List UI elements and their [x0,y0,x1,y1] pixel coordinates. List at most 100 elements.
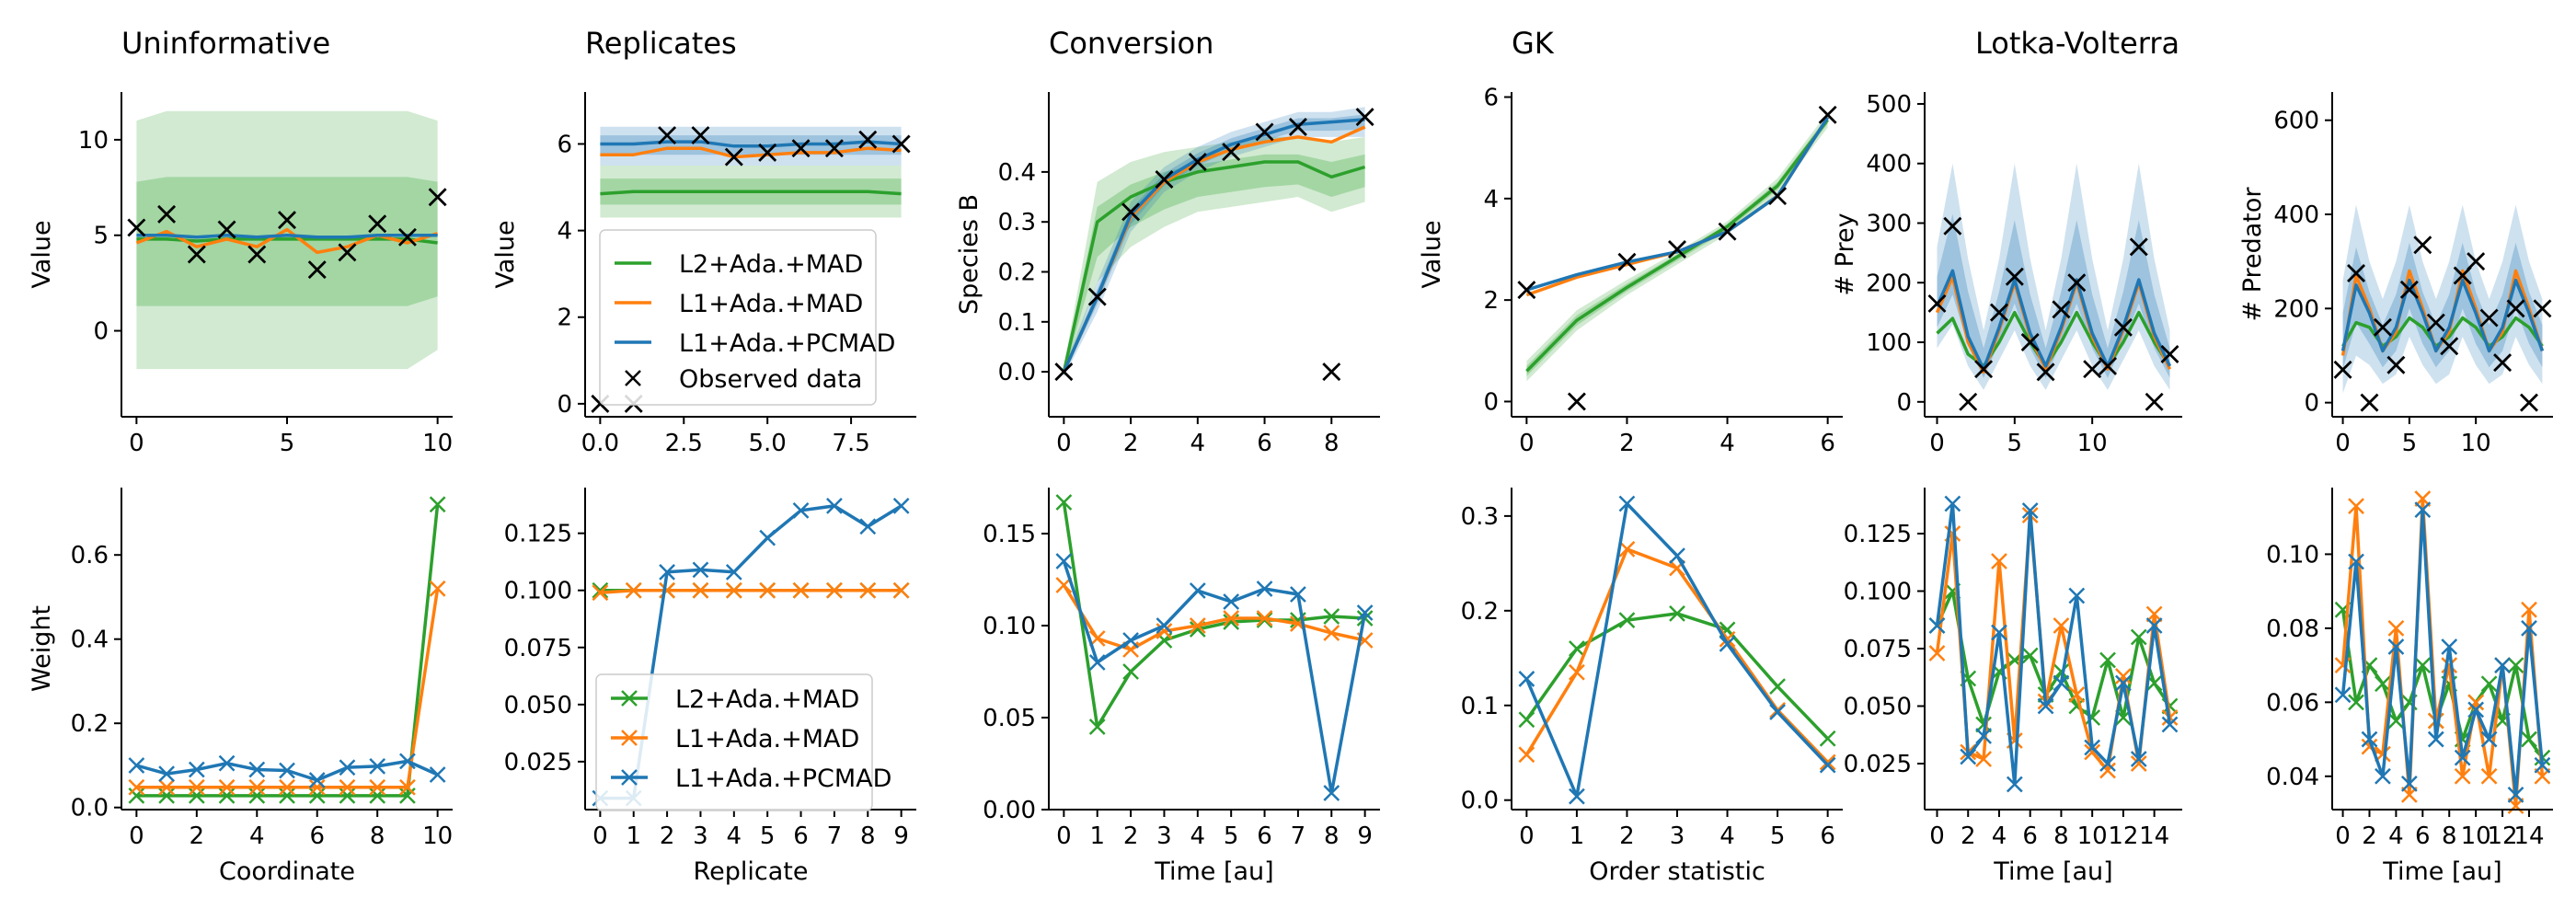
marker-l1-ada-pcmad [659,563,675,581]
marker-l2-ada-mad [2130,628,2147,646]
y-tick-label: 600 [2273,108,2319,135]
y-tick-label: 0.04 [2266,764,2319,791]
marker-l1-ada-pcmad [1290,586,1306,603]
marker-l1-ada-mad [218,778,236,796]
marker-l1-ada-mad [188,778,205,796]
observed-marker [2479,308,2499,328]
marker-l1-ada-pcmad [128,757,145,774]
x-tick-label: 0 [1056,430,1072,457]
marker-l1-ada-pcmad [218,754,236,772]
marker-l1-ada-mad [826,581,843,599]
marker-l1-ada-mad [1991,553,2007,569]
x-tick-label: 9 [893,822,909,850]
observed-marker [397,227,417,247]
y-tick-label: 10 [78,127,109,155]
x-tick-label: 2 [2362,822,2377,850]
marker-l1-ada-mad [158,778,175,796]
marker-l1-ada-mad [1189,617,1206,634]
marker-l1-ada-mad [2387,619,2405,637]
marker-l1-ada-pcmad [2053,674,2070,692]
x-tick-label: 6 [1257,430,1272,457]
marker-l1-ada-pcmad [725,563,742,581]
y-tick-label: 0.050 [504,692,572,719]
x-tick-label: 6 [2022,822,2038,850]
observed-marker [157,204,177,224]
marker-l1-ada-mad [2084,743,2101,761]
series-line-l1-ada-pcmad [1935,269,2172,371]
y-tick-label: 0.00 [983,797,1036,824]
x-tick-label: 4 [249,822,265,850]
observed-marker [2005,267,2024,286]
marker-l1-ada-pcmad [2115,674,2132,692]
marker-l2-ada-mad [2387,712,2405,730]
y-tick-label: 0 [2304,390,2319,418]
y-tick-label: 6 [557,131,572,158]
observed-marker [1974,360,1994,379]
x-tick-label: 3 [693,822,708,850]
marker-l1-ada-pcmad [369,757,386,775]
marker-l1-ada-pcmad [1223,593,1240,610]
marker-l1-ada-mad [1569,663,1585,681]
marker-l1-ada-mad [248,778,266,796]
band-l2-ada-mad [1064,136,1365,377]
marker-l1-ada-mad [429,580,446,597]
y-axis-label: # Predator [2238,187,2267,322]
observed-marker [2506,299,2525,318]
legend-bottom-marker-l1-mad [621,730,638,746]
panel-bottom-4: 0 1 2 3 4 5 6 0.0 0.1 0.2 0.3 Order statistic [1461,488,1843,886]
observed-marker [2129,237,2148,257]
x-tick-label: 6 [1257,822,1272,850]
x-tick-label: 0 [2335,430,2351,457]
marker-l2-ada-mad [2480,675,2498,693]
x-tick-label: 5.0 [749,430,787,457]
marker-l1-ada-pcmad [1256,581,1273,597]
marker-l1-ada-pcmad [892,497,910,514]
marker-l1-ada-mad [2099,762,2116,779]
observed-marker [2067,273,2087,293]
marker-l2-ada-mad [2053,663,2070,680]
x-tick-label: 3 [1156,822,1172,850]
y-tick-label: 0 [93,318,109,346]
marker-l1-ada-pcmad [1088,654,1106,671]
y-tick-label: 0 [557,391,572,419]
y-tick-label: 0.050 [1844,694,1912,721]
x-tick-label: 6 [793,822,809,850]
marker-l1-ada-pcmad [2130,751,2147,767]
legend-bottom-label-l2-mad: L2+Ada.+MAD [675,685,859,714]
x-tick-label: 5 [2007,430,2023,457]
marker-l1-ada-mad [308,778,326,796]
y-tick-label: 0.10 [2266,541,2319,569]
marker-l1-ada-pcmad [2375,767,2391,785]
observed-marker [658,126,677,145]
observed-marker [758,143,777,162]
panel-bottom-5: 0 2 4 6 8 10 12 14 0.025 0.050 0.075 0.100 0.125 Time… [1844,488,2182,886]
y-tick-label: 300 [1866,210,1912,237]
x-axis-label: Time [au] [2382,857,2501,886]
x-tick-label: 8 [860,822,876,850]
y-tick-label: 0.6 [71,542,109,569]
marker-l1-ada-mad [369,778,386,796]
column-title-replicates: Replicates [585,26,737,61]
observed-marker [1959,392,1978,411]
observed-marker [1768,187,1788,206]
y-tick-label: 0.05 [983,705,1036,732]
legend-top-label-observed: Observed data [679,365,862,394]
marker-l1-ada-pcmad [248,761,266,778]
observed-marker [724,147,743,167]
y-tick-label: 0.0 [998,359,1036,386]
y-axis-label: Value [491,220,520,288]
observed-marker [428,188,447,207]
x-axis-label: Replicate [694,857,809,886]
marker-l1-ada-mad [2053,617,2070,634]
marker-l2-ada-mad [1518,711,1535,729]
marker-l2-ada-mad [2348,694,2364,711]
x-tick-label: 0 [1056,822,1072,850]
y-tick-label: 0.2 [998,259,1036,287]
panel-bottom-1: 0 2 4 6 8 10 0.0 0.2 0.4 0.6 Weight Coordinate [28,488,453,886]
marker-l1-ada-pcmad [792,501,810,519]
y-tick-label: 0.025 [504,749,572,776]
observed-marker [1567,392,1586,411]
marker-l1-ada-pcmad [2467,701,2485,719]
marker-l1-ada-pcmad [1122,632,1139,649]
